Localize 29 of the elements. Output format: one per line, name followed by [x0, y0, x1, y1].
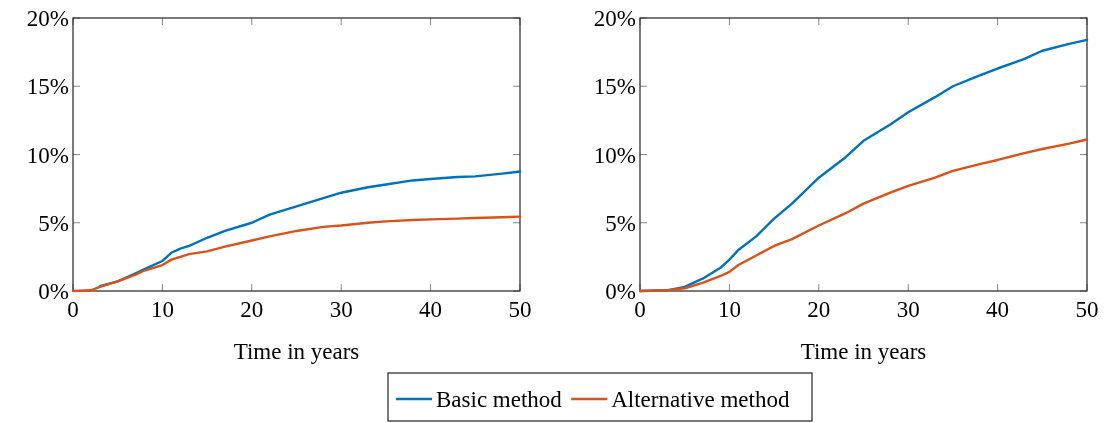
x-tick-label: 0 [67, 297, 79, 322]
y-tick-label: 20% [593, 6, 636, 31]
y-tick-label: 10% [26, 142, 69, 168]
x-tick-label: 0 [634, 297, 646, 322]
x-tick-label: 50 [508, 297, 532, 322]
y-tick-label: 10% [593, 142, 636, 168]
y-tick-label: 5% [605, 210, 636, 236]
y-tick-label: 5% [38, 210, 69, 236]
y-tick-label: 0% [38, 279, 69, 304]
legend-label: Alternative method [611, 387, 790, 412]
x-tick-label: 50 [1075, 297, 1099, 322]
x-tick-label: 10 [150, 297, 174, 322]
x-tick-label: 30 [329, 297, 353, 322]
y-tick-label: 0% [605, 279, 636, 304]
line-series [98, 170, 522, 288]
x-tick-label: 40 [419, 297, 443, 322]
x-tick-label: 40 [986, 297, 1010, 322]
line-series [638, 138, 1089, 293]
line-series [71, 215, 522, 293]
legend-label: Basic method [436, 387, 563, 412]
y-tick-label: 15% [26, 74, 69, 100]
y-tick-label: 15% [593, 74, 636, 100]
x-tick-label: 20 [240, 297, 264, 322]
x-tick-label: 30 [896, 297, 920, 322]
x-tick-label: 10 [717, 297, 741, 322]
x-axis-title: Time in years [800, 339, 927, 364]
y-tick-label: 20% [26, 6, 69, 31]
x-tick-label: 20 [807, 297, 831, 322]
x-axis-title: Time in years [233, 339, 360, 364]
